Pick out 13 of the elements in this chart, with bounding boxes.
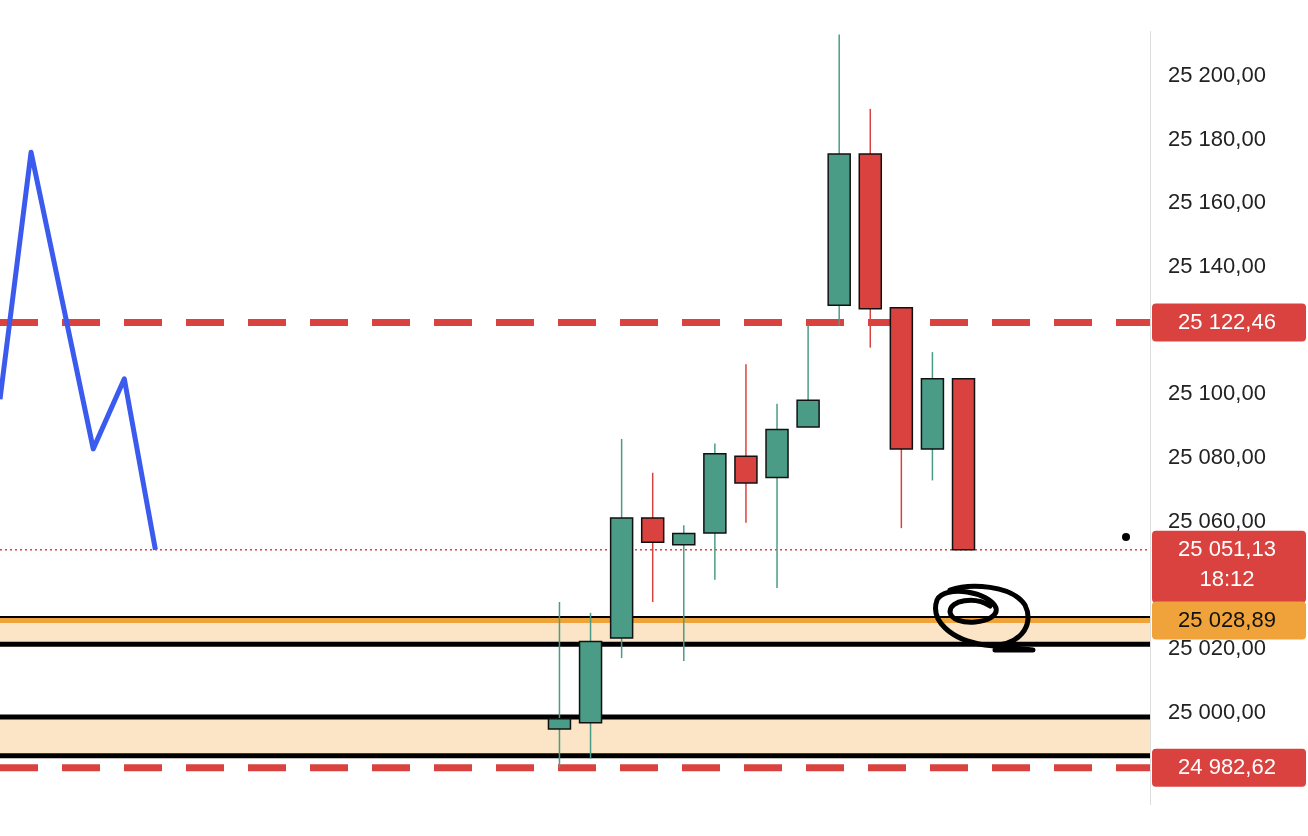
ref-line-label: 25 051,13 18:12 (1178, 535, 1276, 591)
y-tick-label: 25 020,00 (1168, 634, 1266, 660)
y-tick-label: 25 060,00 (1168, 507, 1266, 533)
y-tick-label: 25 160,00 (1168, 189, 1266, 215)
ref-line-label: 25 122,46 (1178, 308, 1276, 334)
ref-line-label: 24 982,62 (1178, 753, 1276, 779)
y-tick-label: 25 180,00 (1168, 125, 1266, 151)
ref-line-label: 25 028,89 (1178, 606, 1276, 632)
y-tick-label: 25 140,00 (1168, 252, 1266, 278)
y-tick-label: 25 200,00 (1168, 61, 1266, 87)
y-tick-label: 25 080,00 (1168, 443, 1266, 469)
y-tick-label: 25 100,00 (1168, 380, 1266, 406)
y-tick-label: 25 000,00 (1168, 698, 1266, 724)
